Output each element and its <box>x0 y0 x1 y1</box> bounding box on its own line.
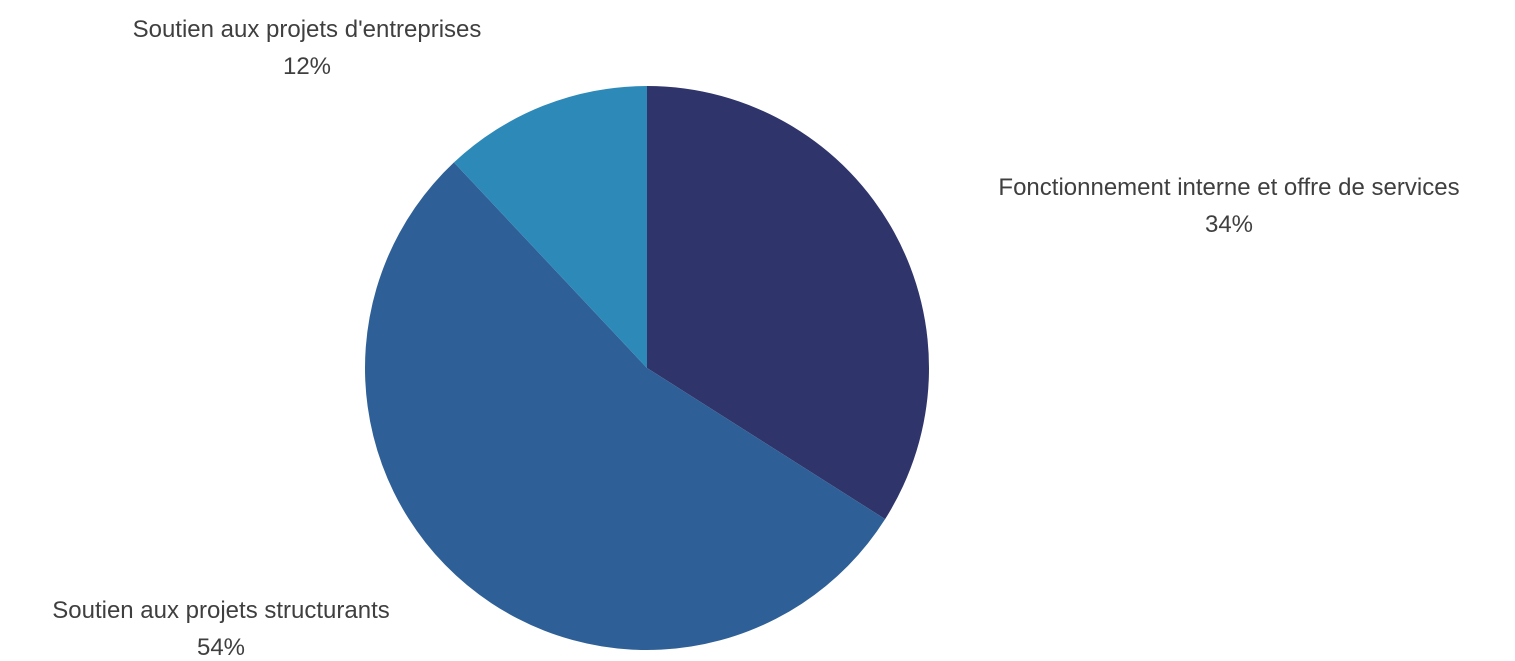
slice-label-name-0: Fonctionnement interne et offre de servi… <box>998 174 1459 201</box>
slice-label-name-2: Soutien aux projets d'entreprises <box>133 16 482 43</box>
pie-slice-1 <box>364 162 886 650</box>
pie-slice-2 <box>453 86 647 368</box>
pie-slices <box>364 86 929 650</box>
slice-label-name-1: Soutien aux projets structurants <box>52 597 390 624</box>
slice-label-group-2: Soutien aux projets d'entreprises 12% <box>133 16 482 80</box>
slice-label-group-0: Fonctionnement interne et offre de servi… <box>998 174 1459 238</box>
slice-label-value-0: 34% <box>1205 211 1253 238</box>
slice-label-group-1: Soutien aux projets structurants 54% <box>52 597 390 661</box>
slice-label-value-2: 12% <box>283 53 331 80</box>
slice-label-value-1: 54% <box>197 634 245 661</box>
pie-slice-0 <box>647 86 929 520</box>
